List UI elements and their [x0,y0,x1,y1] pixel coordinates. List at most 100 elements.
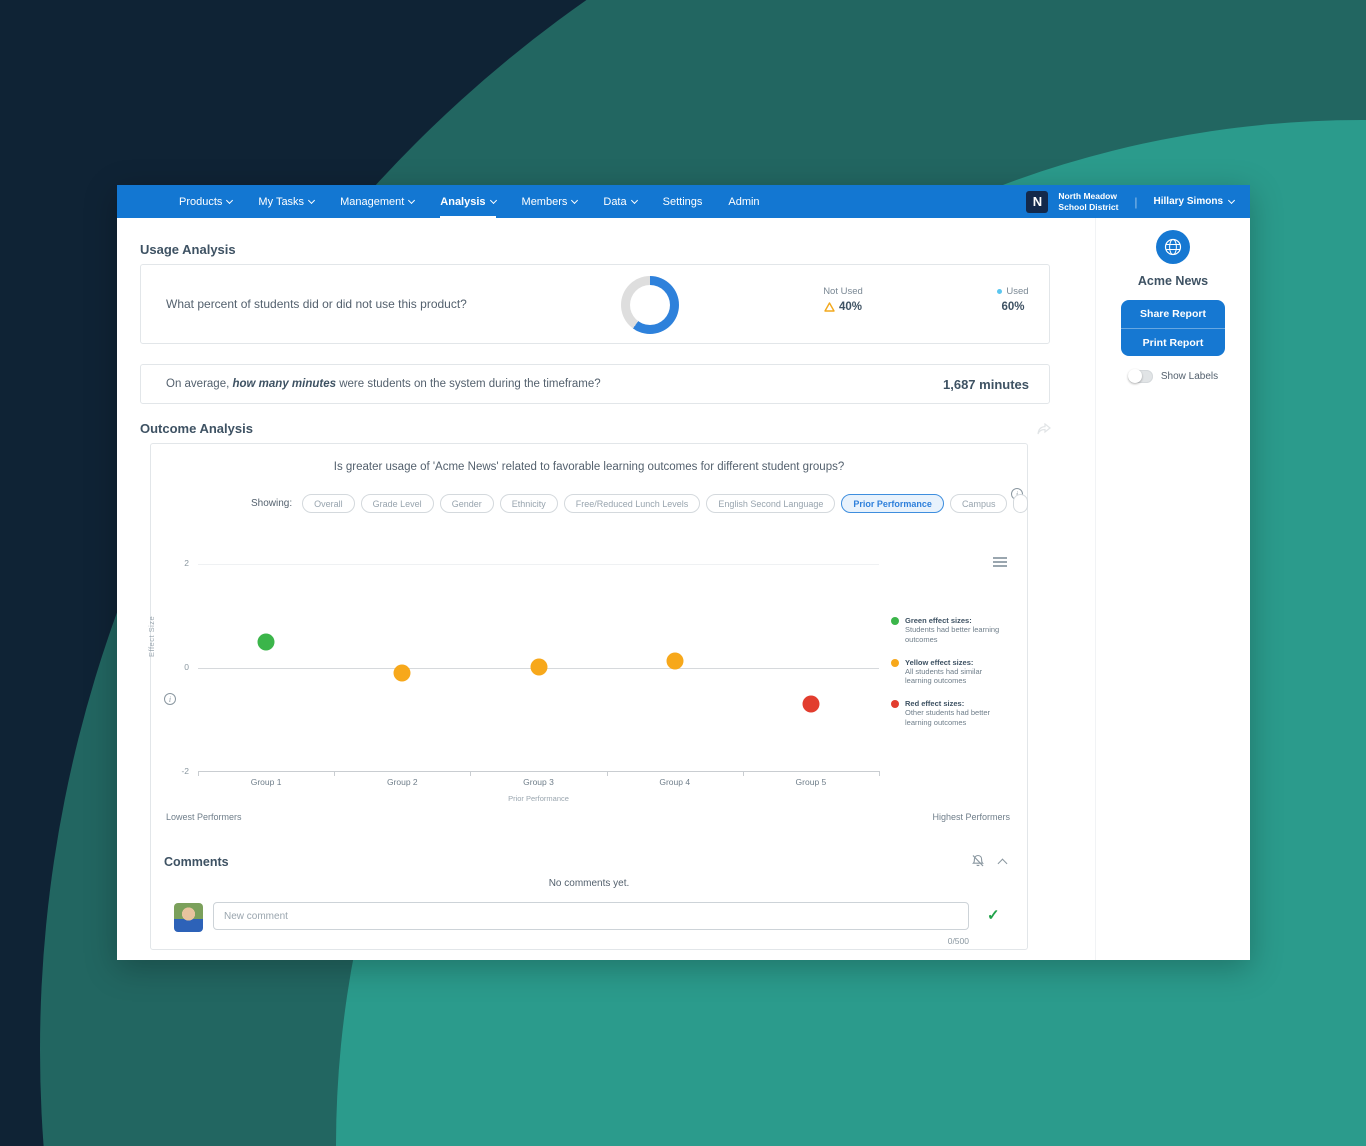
chevron-down-icon [489,196,497,204]
x-tick [198,771,199,776]
top-navbar: Products My Tasks Management Analysis Me… [117,185,1250,218]
nav-item-label: Data [603,195,627,208]
lowest-performers-note: Lowest Performers [166,812,242,822]
data-point-group-3[interactable] [530,658,547,676]
character-counter: 0/500 [947,936,969,946]
nav-item-members[interactable]: Members [521,185,579,218]
chip-lunch-levels[interactable]: Free/Reduced Lunch Levels [563,494,701,513]
chip-campus[interactable]: Campus [949,494,1008,513]
report-buttons: Share Report Print Report [1121,300,1225,356]
minutes-question: On average, how many minutes were studen… [166,378,601,390]
new-comment-input[interactable] [213,902,969,930]
share-report-button[interactable]: Share Report [1121,300,1225,328]
x-axis-labels: Group 1 Group 2 Group 3 Group 4 Group 5 [198,777,879,787]
usage-percent-card: What percent of students did or did not … [140,264,1050,344]
section-share-icon[interactable] [1037,423,1051,435]
nav-right-group: N North Meadow School District | Hillary… [1026,190,1250,213]
chevron-down-icon [226,196,234,204]
nav-item-settings[interactable]: Settings [663,185,703,218]
highest-performers-note: Highest Performers [932,812,1010,822]
outcome-question: Is greater usage of 'Acme News' related … [333,461,845,473]
chevron-down-icon [408,196,416,204]
nav-item-analysis[interactable]: Analysis [440,185,497,218]
chart-menu-icon[interactable] [993,557,1007,569]
legend-desc: Students had better learning outcomes [905,625,1000,644]
chevron-down-icon [630,196,638,204]
district-name: North Meadow School District [1058,191,1118,211]
user-menu[interactable]: Hillary Simons [1154,196,1236,207]
nav-menu: Products My Tasks Management Analysis Me… [179,185,760,218]
usage-minutes-card: On average, how many minutes were studen… [140,364,1050,404]
not-used-label: Not Used [823,286,863,297]
nav-item-products[interactable]: Products [179,185,234,218]
nav-item-label: Products [179,195,223,208]
chevron-down-icon [308,196,316,204]
chip-ethnicity[interactable]: Ethnicity [499,494,558,513]
used-dot-icon [997,289,1003,294]
nav-item-data[interactable]: Data [603,185,638,218]
nav-separator: | [1134,194,1138,209]
print-report-button[interactable]: Print Report [1121,328,1225,356]
yellow-dot-icon [891,658,899,667]
x-category-label: Group 5 [795,777,827,787]
usage-donut-chart [621,276,679,334]
mute-notifications-icon[interactable] [971,854,985,868]
legend-desc: Other students had better learning outco… [905,708,991,727]
legend-item-yellow: Yellow effect sizes: All students had sim… [891,658,1013,687]
product-name: Acme News [1137,274,1209,288]
showing-chips-row: Showing: Overall Grade Level Gender Ethn… [251,494,1029,513]
x-axis-title: Prior Performance [508,794,569,803]
nav-item-management[interactable]: Management [340,185,416,218]
show-labels-toggle[interactable] [1127,369,1153,383]
nav-item-label: Analysis [440,195,486,208]
red-dot-icon [891,700,899,708]
collapse-comments-icon[interactable] [997,858,1008,869]
legend-item-green: Green effect sizes: Students had better l… [891,616,1013,645]
y-tick-0: 0 [184,662,189,672]
used-label: Used [1006,286,1029,297]
used-value: 60% [1001,301,1025,313]
usage-question: What percent of students did or did not … [166,297,467,311]
chip-grade-level[interactable]: Grade Level [360,494,434,513]
chip-prior-performance[interactable]: Prior Performance [841,494,944,513]
page-content: Usage Analysis What percent of students … [117,218,1250,960]
toggle-knob [1127,369,1142,383]
nav-item-label: Settings [662,195,703,208]
legend-desc: All students had similar learning outcom… [905,666,983,686]
chart-info-icon[interactable]: i [164,693,176,705]
product-logo [1156,230,1190,264]
app-window: Products My Tasks Management Analysis Me… [117,185,1250,960]
data-point-group-4[interactable] [666,652,684,670]
used-stat: Used 60% [978,286,1048,313]
nav-item-my-tasks[interactable]: My Tasks [258,185,316,218]
nav-item-label: My Tasks [258,195,305,208]
nav-item-label: Management [340,195,405,208]
chip-partial[interactable] [1013,494,1029,513]
chip-english-second-language[interactable]: English Second Language [706,494,836,513]
x-tick [334,771,336,776]
data-point-group-2[interactable] [393,664,411,682]
globe-icon [1164,238,1182,256]
submit-comment-check-icon[interactable]: ✓ [987,907,1000,924]
district-logo-letter: N [1032,194,1043,209]
x-tick [879,771,880,776]
chip-overall[interactable]: Overall [302,494,355,513]
nav-item-label: Members [521,195,568,208]
x-tick [470,771,472,776]
chart-legend: Green effect sizes: Students had better l… [891,616,1013,741]
chip-gender[interactable]: Gender [439,494,494,513]
data-point-group-1[interactable] [257,633,275,651]
data-point-group-5[interactable] [802,695,820,713]
outcome-analysis-card: Is greater usage of 'Acme News' related … [147,443,1029,950]
show-labels-label: Show Labels [1160,371,1219,382]
chevron-down-icon [571,196,579,204]
district-logo: N [1026,190,1049,213]
y-tick-neg2: -2 [181,766,189,776]
nav-item-admin[interactable]: Admin [728,185,759,218]
district-name-line2: School District [1058,201,1119,212]
x-category-label: Group 4 [659,777,691,787]
y-axis-title: Effect Size [147,615,156,657]
legend-title: Green effect sizes: [905,616,972,625]
comments-heading: Comments [164,855,229,869]
usage-analysis-heading: Usage Analysis [140,242,236,257]
